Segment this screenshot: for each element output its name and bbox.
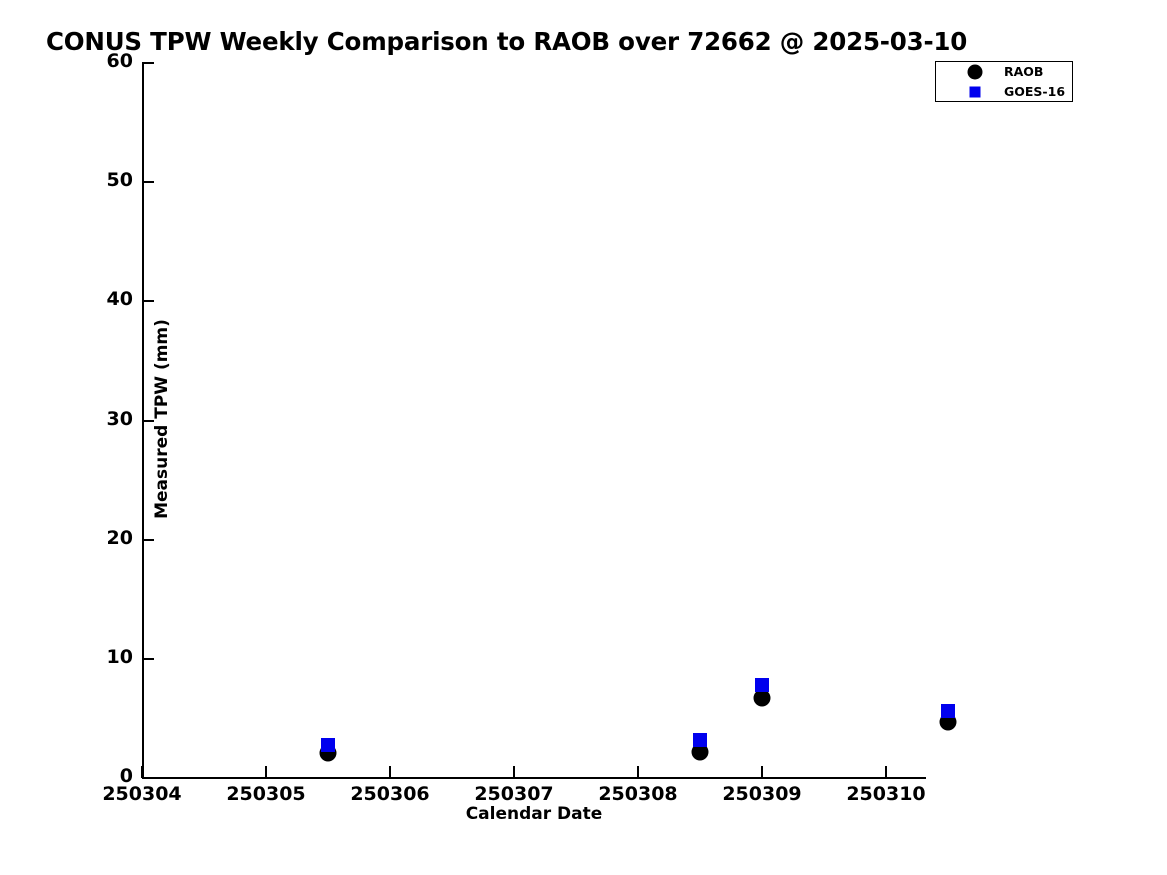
y-tick-mark	[142, 777, 154, 779]
legend-entry[interactable]: RAOB	[936, 62, 1072, 82]
x-tick-label: 250307	[474, 783, 554, 805]
y-tick-mark	[142, 538, 154, 541]
legend-swatch	[967, 64, 983, 80]
y-tick-mark	[142, 181, 154, 184]
legend-marker-square-icon	[964, 82, 986, 102]
x-axis-label: Calendar Date	[465, 804, 603, 824]
y-tick-label: 10	[106, 645, 133, 668]
x-tick-mark	[637, 766, 639, 778]
x-axis-line	[142, 777, 926, 779]
y-tick-mark	[142, 419, 154, 422]
x-tick-mark	[761, 766, 763, 778]
legend-label: GOES-16	[1004, 84, 1066, 99]
plot-area: Measured TPW (mm)	[142, 63, 957, 778]
x-tick-label: 250306	[350, 783, 430, 805]
x-tick-mark	[885, 766, 887, 778]
x-tick-mark	[265, 766, 267, 778]
x-tick-label: 250310	[846, 783, 926, 805]
data-point-raob	[753, 689, 771, 707]
x-tick-label: 250308	[598, 783, 678, 805]
y-tick-mark	[142, 300, 154, 303]
x-tick-mark	[141, 766, 143, 778]
legend-entry[interactable]: GOES-16	[936, 82, 1072, 102]
x-tick-mark	[513, 766, 515, 778]
legend-swatch	[969, 86, 981, 98]
legend-label: RAOB	[1004, 64, 1044, 79]
x-tick-label: 250305	[226, 783, 306, 805]
x-tick-mark	[389, 766, 391, 778]
y-tick-mark	[142, 62, 154, 64]
page-title: CONUS TPW Weekly Comparison to RAOB over…	[46, 27, 968, 56]
data-point-goes-16	[321, 737, 335, 752]
y-tick-label: 20	[106, 526, 133, 549]
data-point-goes-16	[693, 732, 707, 747]
y-tick-label: 50	[106, 169, 133, 192]
chart-legend: RAOB GOES-16	[935, 61, 1073, 102]
x-tick-label: 250309	[722, 783, 802, 805]
y-tick-label: 30	[106, 407, 133, 430]
data-point-goes-16	[941, 704, 955, 719]
y-tick-label: 60	[106, 50, 133, 72]
data-point-goes-16	[755, 678, 769, 693]
data-point-raob	[691, 743, 709, 761]
y-tick-mark	[142, 657, 154, 660]
y-tick-label: 40	[106, 288, 133, 311]
legend-marker-circle-icon	[964, 62, 986, 82]
x-tick-label: 250304	[102, 783, 182, 805]
y-axis-label: Measured TPW (mm)	[152, 319, 172, 519]
y-tick-label: 0	[119, 765, 133, 787]
